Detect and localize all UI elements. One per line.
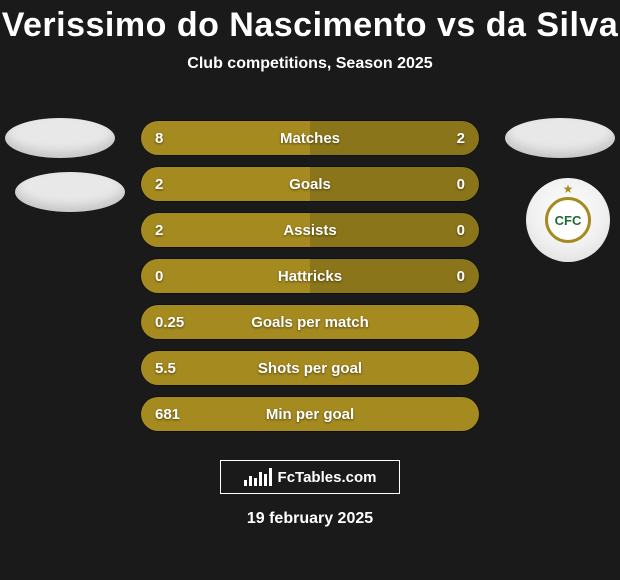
- chart-icon-bar: [249, 476, 252, 486]
- chart-icon: [244, 468, 272, 486]
- star-icon: ★: [563, 182, 574, 196]
- stat-rows-container: 82Matches 20Goals 20Assists 00Hattricks 0.25…: [140, 120, 480, 442]
- stat-row: 0.25Goals per match: [140, 304, 480, 340]
- stat-row: 20Goals: [140, 166, 480, 202]
- stat-label: Hattricks: [141, 259, 479, 294]
- stat-row: 00Hattricks: [140, 258, 480, 294]
- club-badge: ★ CFC: [526, 178, 610, 262]
- player2-badge-1: [505, 118, 615, 158]
- chart-icon-bar: [244, 480, 247, 486]
- stat-label: Goals per match: [141, 305, 479, 340]
- stat-row: 5.5Shots per goal: [140, 350, 480, 386]
- footer-date: 19 february 2025: [0, 510, 620, 528]
- chart-icon-bar: [259, 472, 262, 486]
- player1-badge-2: [15, 172, 125, 212]
- stat-label: Assists: [141, 213, 479, 248]
- stat-row: 82Matches: [140, 120, 480, 156]
- page-title: Verissimo do Nascimento vs da Silva: [0, 0, 620, 45]
- brand-text: FcTables.com: [278, 469, 377, 486]
- stat-label: Goals: [141, 167, 479, 202]
- player1-badge-1: [5, 118, 115, 158]
- chart-icon-bar: [254, 478, 257, 486]
- stat-label: Shots per goal: [141, 351, 479, 386]
- brand-logo: FcTables.com: [220, 460, 400, 494]
- club-badge-text: CFC: [545, 197, 591, 243]
- stat-row: 681Min per goal: [140, 396, 480, 432]
- page-subtitle: Club competitions, Season 2025: [0, 55, 620, 73]
- stat-row: 20Assists: [140, 212, 480, 248]
- stat-label: Min per goal: [141, 397, 479, 432]
- chart-icon-bar: [269, 468, 272, 486]
- chart-icon-bar: [264, 474, 267, 486]
- stat-label: Matches: [141, 121, 479, 156]
